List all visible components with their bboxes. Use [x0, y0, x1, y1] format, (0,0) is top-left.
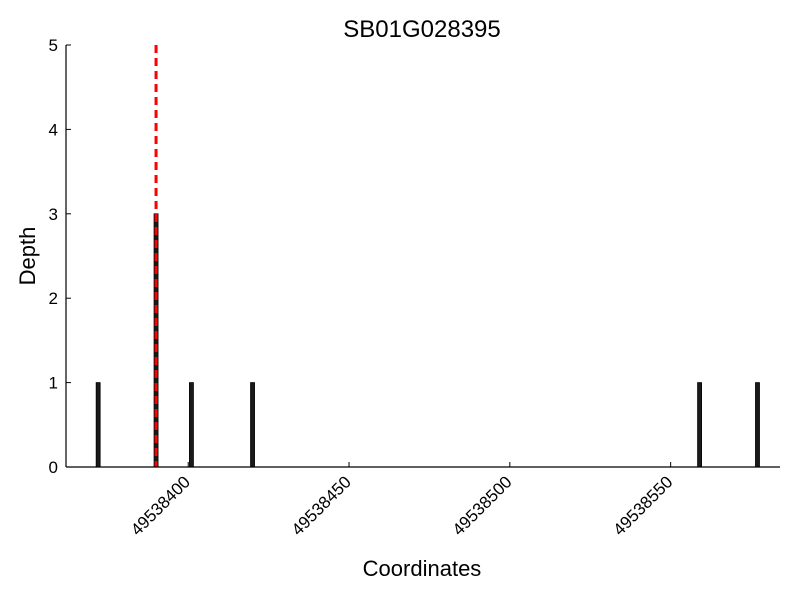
y-tick-label-4: 4: [49, 120, 58, 139]
bar-5: [755, 382, 760, 468]
y-tick-label-2: 2: [49, 289, 58, 308]
x-tick-label-3: 49538550: [610, 472, 677, 539]
x-tick-label-0: 49538400: [127, 472, 194, 539]
bar-2: [189, 382, 194, 468]
bar-0: [95, 382, 101, 468]
y-tick-label-0: 0: [49, 458, 58, 477]
x-tick-label-1: 49538450: [288, 472, 355, 539]
x-axis-title: Coordinates: [363, 556, 482, 581]
markers-group: [154, 45, 158, 467]
bar-3: [250, 382, 255, 468]
y-tick-label-5: 5: [49, 36, 58, 55]
chart-title: SB01G028395: [343, 16, 500, 43]
ticks-group: 0 1 2 3 4 5 49538400 49538450 49538500 49538550: [49, 36, 677, 539]
y-tick-label-3: 3: [49, 205, 58, 224]
y-axis-title: Depth: [15, 227, 40, 286]
x-tick-label-2: 49538500: [449, 472, 516, 539]
y-tick-label-1: 1: [49, 374, 58, 393]
bars-group: [95, 213, 760, 468]
axes-group: [65, 45, 780, 468]
bar-4: [697, 382, 702, 468]
